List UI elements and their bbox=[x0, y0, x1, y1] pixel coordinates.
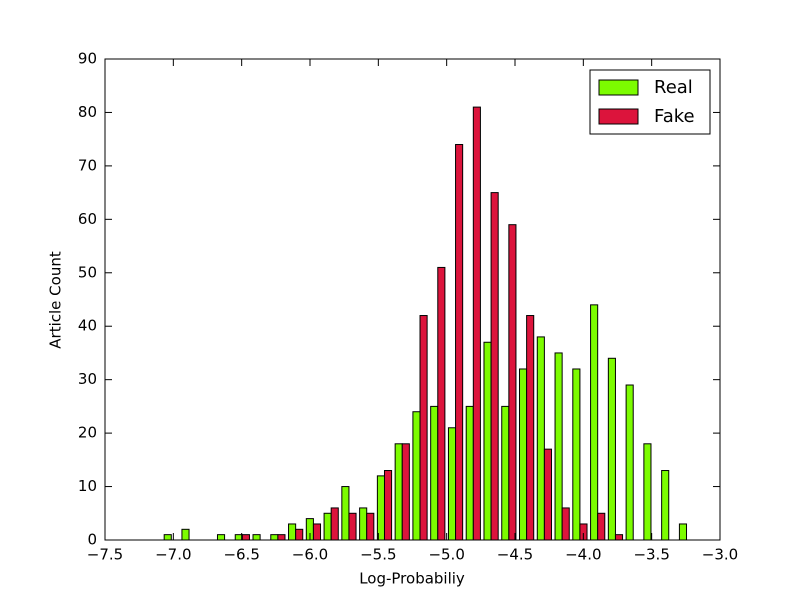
bar bbox=[252, 534, 261, 541]
bar bbox=[401, 443, 410, 541]
bar bbox=[181, 528, 190, 541]
bar bbox=[270, 534, 279, 541]
bar bbox=[277, 534, 286, 541]
bar bbox=[614, 534, 624, 541]
x-tick-label: −5.5 bbox=[360, 546, 396, 564]
x-tick-label: −4.0 bbox=[565, 546, 601, 564]
bar bbox=[348, 512, 357, 541]
bar bbox=[216, 534, 226, 541]
bar bbox=[437, 266, 446, 541]
bar bbox=[241, 534, 250, 541]
x-tick-label: −3.0 bbox=[702, 546, 738, 564]
bar bbox=[607, 357, 616, 541]
legend-swatch bbox=[598, 108, 639, 125]
x-tick-label: −6.0 bbox=[292, 546, 328, 564]
y-tick-label: 20 bbox=[78, 424, 97, 442]
y-tick-label: 40 bbox=[78, 317, 97, 335]
bar bbox=[526, 315, 535, 541]
bar bbox=[465, 405, 474, 541]
legend-swatch bbox=[598, 79, 639, 96]
x-axis-label: Log-Probabiliy bbox=[359, 570, 465, 588]
y-tick-label: 30 bbox=[78, 370, 97, 388]
y-tick-label: 50 bbox=[78, 263, 97, 281]
bar bbox=[643, 443, 652, 541]
y-tick-label: 60 bbox=[78, 210, 97, 228]
bar bbox=[455, 144, 464, 541]
bar bbox=[376, 475, 385, 541]
legend-label: Real bbox=[654, 77, 693, 98]
bar bbox=[288, 523, 297, 541]
y-tick-label: 90 bbox=[78, 50, 97, 68]
x-tick-label: −6.5 bbox=[223, 546, 259, 564]
bar bbox=[472, 106, 481, 541]
bar bbox=[430, 405, 439, 541]
bar bbox=[508, 224, 517, 541]
bar bbox=[490, 192, 499, 541]
bar bbox=[543, 448, 552, 541]
legend-label: Fake bbox=[654, 106, 695, 127]
bar bbox=[383, 470, 393, 541]
bar bbox=[590, 304, 599, 541]
bar bbox=[483, 341, 492, 541]
bar bbox=[312, 523, 322, 541]
bar bbox=[625, 384, 634, 541]
x-tick-label: −7.0 bbox=[155, 546, 191, 564]
x-tick-label: −4.5 bbox=[497, 546, 533, 564]
bar bbox=[501, 405, 510, 541]
bar bbox=[295, 528, 304, 541]
x-tick-label: −3.5 bbox=[633, 546, 669, 564]
x-tick-label: −7.5 bbox=[87, 546, 123, 564]
bar bbox=[412, 411, 421, 541]
x-tick-label: −5.0 bbox=[428, 546, 464, 564]
bar bbox=[678, 523, 688, 541]
bar bbox=[323, 512, 332, 541]
bar bbox=[366, 512, 375, 541]
bar bbox=[359, 507, 368, 541]
y-tick-label: 0 bbox=[87, 531, 97, 549]
y-tick-label: 70 bbox=[78, 156, 97, 174]
bar bbox=[536, 336, 545, 541]
bar bbox=[330, 507, 339, 541]
bar bbox=[394, 443, 403, 541]
bar bbox=[447, 427, 457, 541]
bar bbox=[419, 315, 428, 541]
axes-frame bbox=[104, 58, 721, 541]
bar bbox=[597, 512, 606, 541]
bar bbox=[163, 534, 172, 541]
bar bbox=[572, 368, 581, 541]
bar bbox=[661, 470, 670, 541]
y-axis-label: Article Count bbox=[47, 251, 65, 349]
bar bbox=[341, 486, 350, 541]
y-tick-label: 80 bbox=[78, 103, 97, 121]
y-tick-label: 10 bbox=[78, 477, 97, 495]
bar bbox=[561, 507, 570, 541]
bar bbox=[519, 368, 528, 541]
bar bbox=[554, 352, 563, 541]
